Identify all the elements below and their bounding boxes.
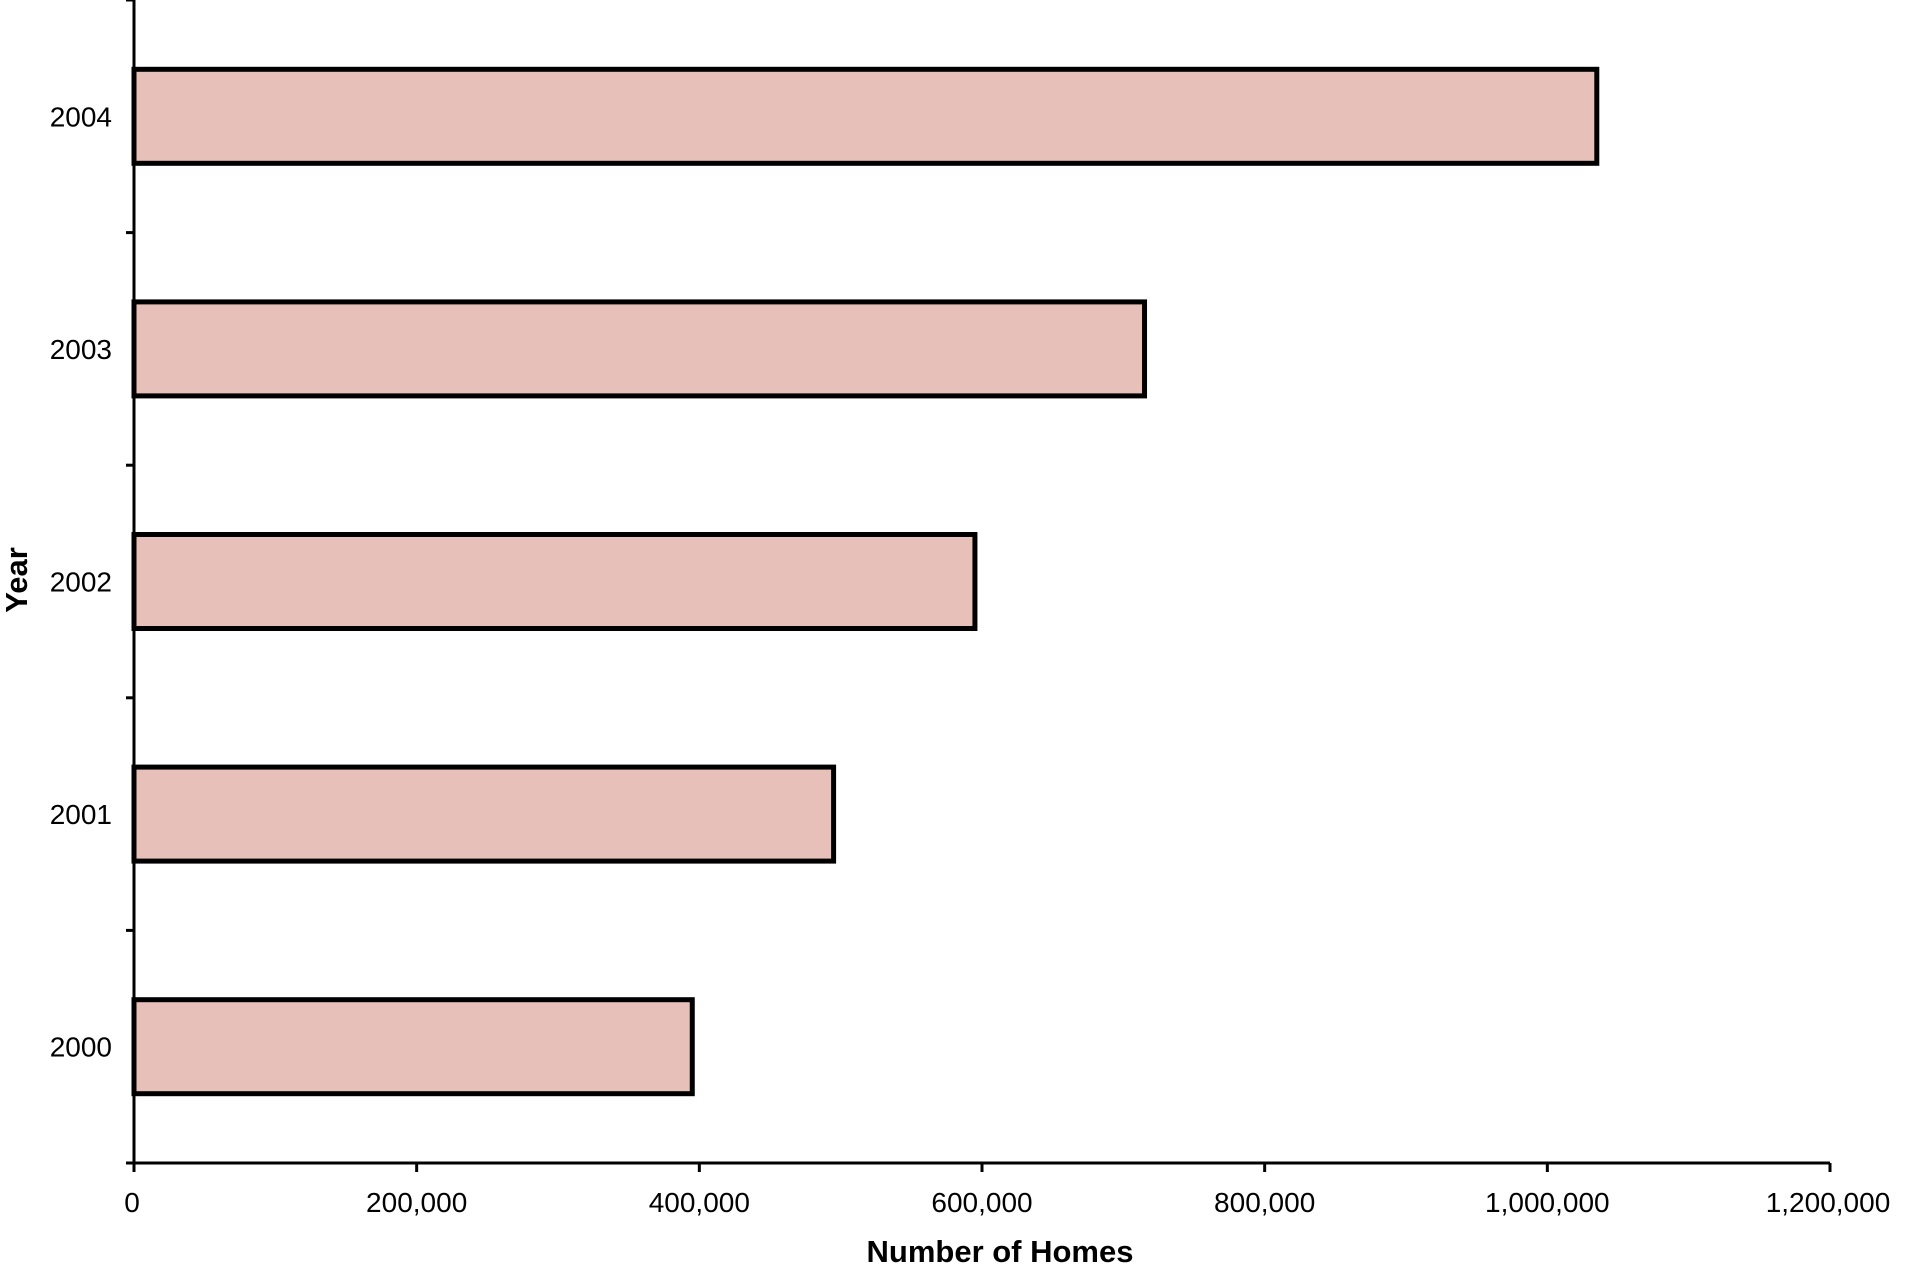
x-ticks-group	[132, 1163, 1832, 1172]
x-tick-label-2: 400,000	[649, 1187, 750, 1218]
y-axis-title: Year	[0, 547, 34, 613]
x-tick-label-0: 0	[124, 1187, 140, 1218]
x-tick-label-1: 200,000	[366, 1187, 467, 1218]
y-tick-label-2002: 2002	[50, 567, 112, 598]
x-tick-label-6: 1,200,000	[1766, 1187, 1891, 1218]
bar-2003	[131, 299, 1148, 399]
y-tick-label-2004: 2004	[50, 101, 112, 132]
x-tick-label-3: 600,000	[931, 1187, 1032, 1218]
x-tick-label-5: 1,000,000	[1485, 1187, 1610, 1218]
bar-2002	[131, 532, 978, 631]
x-labels-group: 0 200,000 400,000 600,000 800,000 1,000,000 1,…	[124, 1187, 1890, 1218]
y-labels-group: 2000 2001 2002 2003 2004	[50, 101, 112, 1062]
bar-2000	[131, 997, 695, 1097]
y-tick-label-2001: 2001	[50, 799, 112, 830]
x-tick-label-4: 800,000	[1214, 1187, 1315, 1218]
bar-2001	[131, 764, 837, 864]
x-axis-title: Number of Homes	[867, 1234, 1134, 1269]
y-ticks-group	[126, 0, 134, 1165]
y-tick-label-2003: 2003	[50, 334, 112, 365]
bars-group	[131, 66, 1600, 1097]
y-tick-label-2000: 2000	[50, 1032, 112, 1063]
bar-2004	[131, 66, 1600, 166]
